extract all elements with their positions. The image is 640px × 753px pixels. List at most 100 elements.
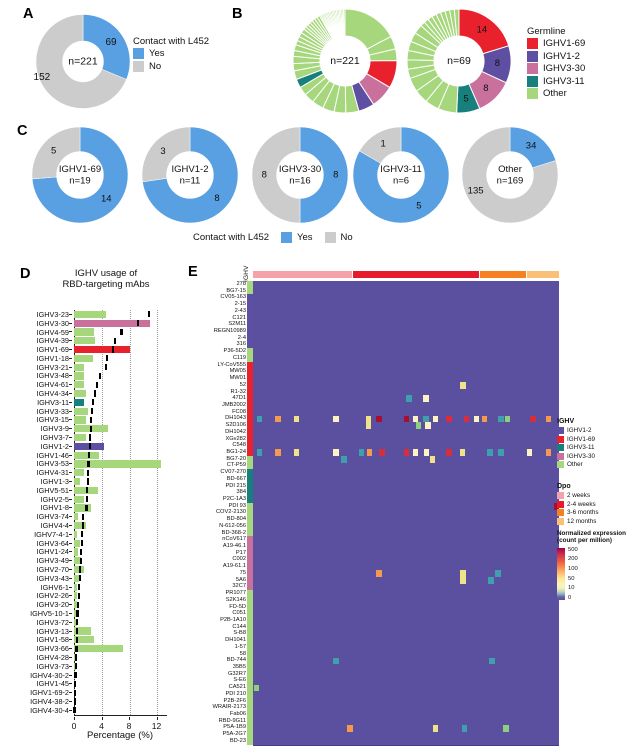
- baseline-marker: [74, 671, 77, 679]
- slice-value-label: 8: [483, 83, 488, 94]
- heatmap-ighv-column-header: IGHV: [243, 265, 250, 282]
- baseline-marker: [87, 460, 90, 468]
- bar-row-label: IGHV4-34: [36, 389, 69, 399]
- bar: [74, 609, 77, 618]
- legend-item: 2-4 weeks: [557, 500, 599, 508]
- legend-swatch: [527, 38, 538, 50]
- donut-center-label: n=221: [330, 55, 360, 67]
- bar: [74, 328, 94, 336]
- bar-row-label: IGHV3-9: [40, 424, 69, 434]
- donut-center-label: IGHV3-11: [380, 164, 422, 175]
- heatmap-row-label: JMB2002: [221, 401, 246, 408]
- slice-value-label: 8: [214, 193, 219, 204]
- bar-row: IGHV3-33: [8, 407, 178, 416]
- heatmap-cell: [275, 415, 281, 423]
- donut-center-label: IGHV1-2: [172, 164, 209, 175]
- heatmap-row-label: BD-667: [226, 475, 246, 482]
- heatmap-cell: [341, 455, 347, 463]
- baseline-marker: [86, 487, 89, 494]
- heatmap-row-label: BD-23: [229, 737, 246, 744]
- bar-row-label: IGHV1-69-2: [30, 688, 69, 698]
- heatmap-row-label: WRAIR-2173: [212, 704, 246, 711]
- bar-row: IGHV4-30-4: [8, 706, 178, 715]
- heatmap-row-label: BG7-15: [226, 287, 246, 294]
- bar-row: IGHV3-9: [8, 424, 178, 433]
- heatmap-row-label: BD-804: [226, 516, 246, 523]
- heatmap-row-label: G32R7: [227, 670, 246, 677]
- bar-row: IGHV2-5: [8, 495, 178, 504]
- bar-row-tick: [69, 612, 72, 614]
- heatmap-row-label: 5A6: [235, 576, 246, 583]
- legend-item-label: Other: [543, 88, 567, 99]
- heatmap-row-label: 47D1: [232, 395, 246, 402]
- heatmap-cell: [403, 449, 410, 456]
- legend-item: No: [133, 61, 209, 73]
- bar-area: [74, 671, 178, 679]
- dpo-segment: [480, 271, 527, 278]
- gridline: [102, 310, 103, 715]
- heatmap-row-label: MW01: [229, 375, 246, 382]
- legend-swatch: [527, 88, 538, 100]
- bar: [74, 548, 79, 556]
- bar-area: [74, 645, 178, 653]
- baseline-marker: [147, 311, 151, 318]
- bar-area: [74, 495, 178, 503]
- baseline-marker: [89, 416, 92, 424]
- slice-value-label: 8: [333, 170, 338, 181]
- bar-row-label: IGHV7-4-1: [34, 529, 69, 539]
- heatmap-row-label: C119: [232, 354, 246, 361]
- heatmap-ighv-legend-title: IGHV: [557, 418, 575, 425]
- legend-item: IGHV1-69: [527, 38, 585, 50]
- bar-row: IGHV7-4-1: [8, 530, 178, 539]
- bar: [74, 618, 77, 626]
- heatmap-cell: [412, 415, 419, 423]
- bar: [74, 381, 84, 389]
- bar-row-label: IGHV1-8: [40, 503, 69, 513]
- bar-row-label: IGHV3-33: [36, 406, 69, 416]
- heatmap-row-label: DH1043: [225, 415, 246, 422]
- bar-row-label: IGHV3-7: [40, 433, 69, 443]
- legend-swatch: [557, 444, 564, 452]
- slice-value-label: 3: [160, 146, 165, 157]
- contact-legend-c-items: Yes No: [281, 232, 353, 243]
- bar-area: [74, 310, 178, 318]
- bar-row: IGHV3-53: [8, 459, 178, 468]
- heatmap-row-label: C051: [232, 610, 246, 617]
- bar-row-tick: [69, 595, 72, 597]
- baseline-marker: [95, 381, 98, 388]
- bar-row-tick: [69, 384, 72, 386]
- bar-row: IGHV3-64: [8, 539, 178, 548]
- x-axis-tick: [156, 717, 158, 720]
- baseline-marker: [90, 408, 94, 415]
- donut-slice: [251, 126, 301, 224]
- heatmap-cell: [432, 415, 439, 423]
- bar-row-label: IGHV6-1: [40, 582, 69, 592]
- bar-area: [74, 521, 178, 530]
- heatmap-row-label: P2C-1A3: [222, 496, 246, 502]
- bar-row: IGHV4-31: [8, 468, 178, 477]
- bar: [74, 574, 79, 582]
- bar-row-tick: [69, 340, 72, 342]
- heatmap-cell: [423, 395, 429, 403]
- bar-area: [74, 398, 178, 406]
- heatmap-row-label: C548: [232, 442, 246, 449]
- baseline-marker: [89, 425, 92, 432]
- slice-value-label: 14: [477, 25, 488, 36]
- bar-row-label: IGHV3-64: [36, 538, 69, 548]
- bar: [74, 601, 78, 609]
- bar-area: [74, 618, 178, 626]
- heatmap-cell: [495, 570, 501, 577]
- ighv-group-annotation: [247, 590, 253, 745]
- heatmap-row-label: P5A-2G7: [222, 731, 246, 738]
- dpo-segment: [526, 271, 559, 278]
- bar-row-tick: [69, 428, 72, 430]
- bar-row-label: IGHV3-21: [36, 362, 69, 372]
- bar-area: [74, 662, 178, 670]
- bar-area: [74, 319, 178, 327]
- bar-row: IGHV1-46: [8, 451, 178, 460]
- bar-area: [74, 354, 178, 362]
- bar-row-label: IGHV4-61: [36, 380, 69, 390]
- heatmap-cell: [488, 576, 494, 584]
- bar-area: [74, 469, 178, 477]
- bar-area: [74, 460, 178, 468]
